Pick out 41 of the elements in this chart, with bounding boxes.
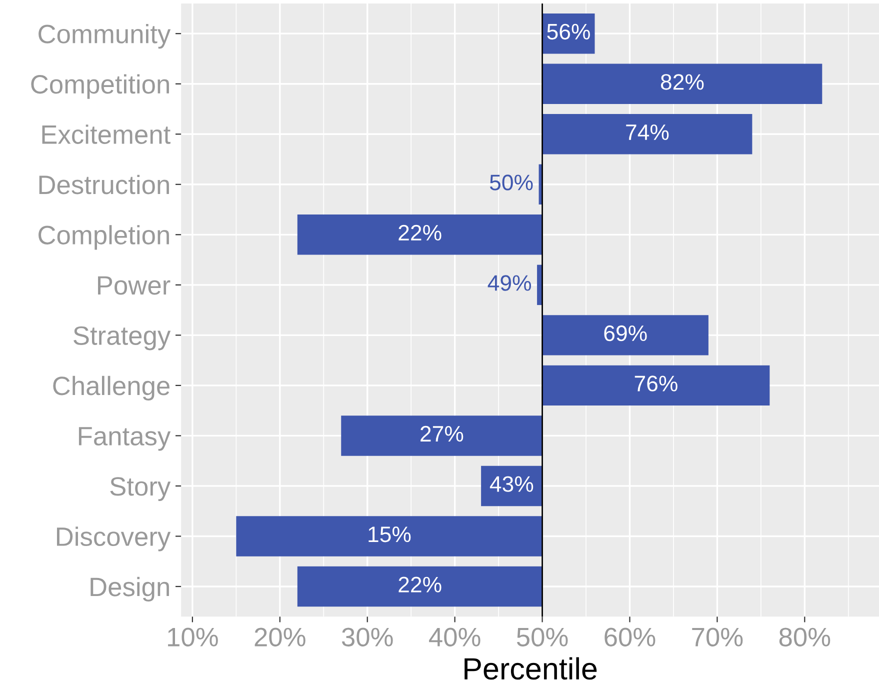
y-tick-label: Discovery: [56, 526, 171, 552]
data-label: 76%: [634, 376, 678, 392]
y-tick-label: Story: [110, 477, 171, 502]
bar: [542, 64, 822, 104]
x-tick-label: 80%: [779, 628, 830, 646]
x-tick-label: 20%: [254, 628, 306, 646]
x-tick-label: 30%: [342, 628, 393, 646]
y-tick-label: Power: [98, 276, 170, 295]
x-tick-label: 10%: [168, 628, 218, 646]
bar: [542, 365, 770, 406]
data-label: 56%: [547, 24, 590, 40]
data-label: 69%: [604, 325, 647, 342]
bar: [297, 566, 542, 607]
y-tick-label: Design: [90, 576, 169, 602]
data-label: 43%: [490, 476, 534, 492]
data-label: 74%: [626, 124, 669, 140]
data-label: 50%: [490, 174, 533, 190]
y-tick-label: Competition: [31, 74, 169, 99]
data-label: 15%: [368, 526, 411, 542]
x-tick-label: 60%: [604, 628, 656, 646]
y-tick-label: Challenge: [53, 376, 170, 400]
y-tick-label: Community: [38, 24, 171, 49]
bar: [341, 416, 542, 456]
bar: [542, 315, 708, 356]
y-tick-label: Strategy: [74, 326, 171, 350]
x-axis-title: Percentile: [464, 657, 597, 680]
data-label: 49%: [488, 275, 531, 291]
x-tick-label: 50%: [516, 628, 568, 646]
x-tick-label: 40%: [429, 628, 480, 646]
y-tick-label: Excitement: [42, 124, 170, 144]
y-tick-label: Fantasy: [78, 427, 171, 451]
bar: [297, 214, 542, 255]
data-label: 82%: [660, 74, 704, 90]
bar: [542, 114, 752, 154]
data-label: 27%: [420, 426, 464, 442]
x-tick-label: 70%: [692, 628, 743, 646]
y-tick-label: Destruction: [39, 174, 169, 194]
bar: [236, 516, 542, 556]
y-tick-label: Completion: [38, 225, 169, 250]
data-label: 22%: [398, 576, 442, 592]
data-label: 22%: [398, 224, 442, 241]
